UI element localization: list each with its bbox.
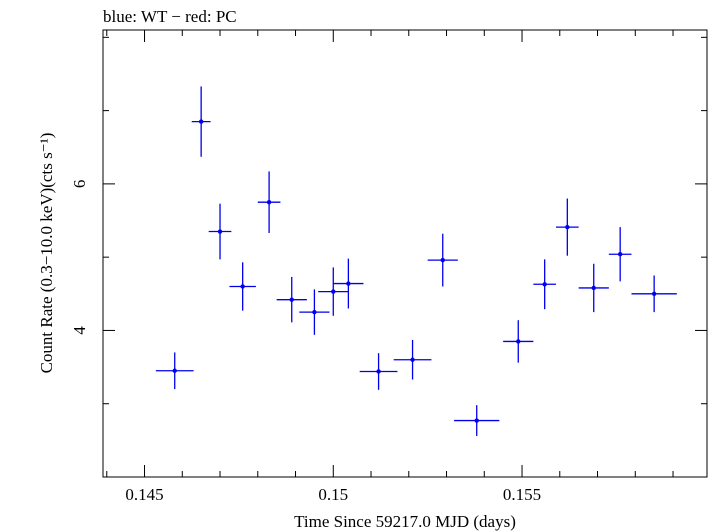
data-point: [257, 171, 281, 233]
x-axis-label: Time Since 59217.0 MJD (days): [294, 512, 516, 531]
data-point: [318, 267, 349, 316]
point-marker: [440, 257, 445, 263]
y-tick-label: 6: [70, 180, 89, 189]
data-points: [155, 86, 677, 436]
point-marker: [565, 224, 570, 230]
point-marker: [198, 119, 204, 124]
point-marker: [542, 282, 547, 287]
data-point: [276, 276, 307, 323]
point-marker: [289, 297, 294, 302]
x-tick-label: 0.155: [503, 485, 541, 504]
point-marker: [516, 339, 521, 344]
data-point: [427, 233, 458, 287]
point-marker: [217, 229, 223, 234]
data-point: [556, 198, 579, 256]
x-tick-label: 0.145: [125, 485, 163, 504]
data-point: [299, 289, 330, 335]
point-marker: [474, 418, 479, 423]
y-tick-label: 4: [70, 326, 89, 335]
point-marker: [331, 289, 336, 294]
point-marker: [376, 369, 381, 374]
x-tick-label: 0.15: [318, 485, 348, 504]
point-marker: [410, 357, 415, 362]
data-point: [333, 258, 364, 309]
data-point: [208, 203, 232, 260]
data-point: [533, 259, 556, 310]
data-point: [608, 227, 632, 282]
plot-frame: [102, 29, 708, 478]
point-marker: [266, 200, 272, 205]
point-marker: [617, 252, 623, 257]
data-point: [155, 352, 194, 390]
data-point: [191, 86, 211, 157]
data-point: [393, 339, 432, 380]
point-marker: [651, 291, 657, 297]
data-point: [578, 263, 609, 313]
point-marker: [591, 285, 596, 291]
point-marker: [346, 281, 351, 286]
data-point: [359, 353, 398, 390]
data-point: [454, 405, 500, 436]
point-marker: [312, 309, 317, 315]
data-point: [503, 320, 534, 363]
data-point: [631, 275, 677, 313]
data-point: [229, 262, 256, 311]
point-marker: [172, 368, 177, 373]
chart-title: blue: WT − red: PC: [103, 7, 237, 26]
axis-ticks: [103, 30, 707, 478]
axis-tick-labels: 0.145 0.15 0.155 4 6: [70, 180, 541, 504]
y-axis-label: Count Rate (0.3−10.0 keV)(cts s⁻¹): [37, 133, 56, 374]
point-marker: [240, 284, 245, 289]
